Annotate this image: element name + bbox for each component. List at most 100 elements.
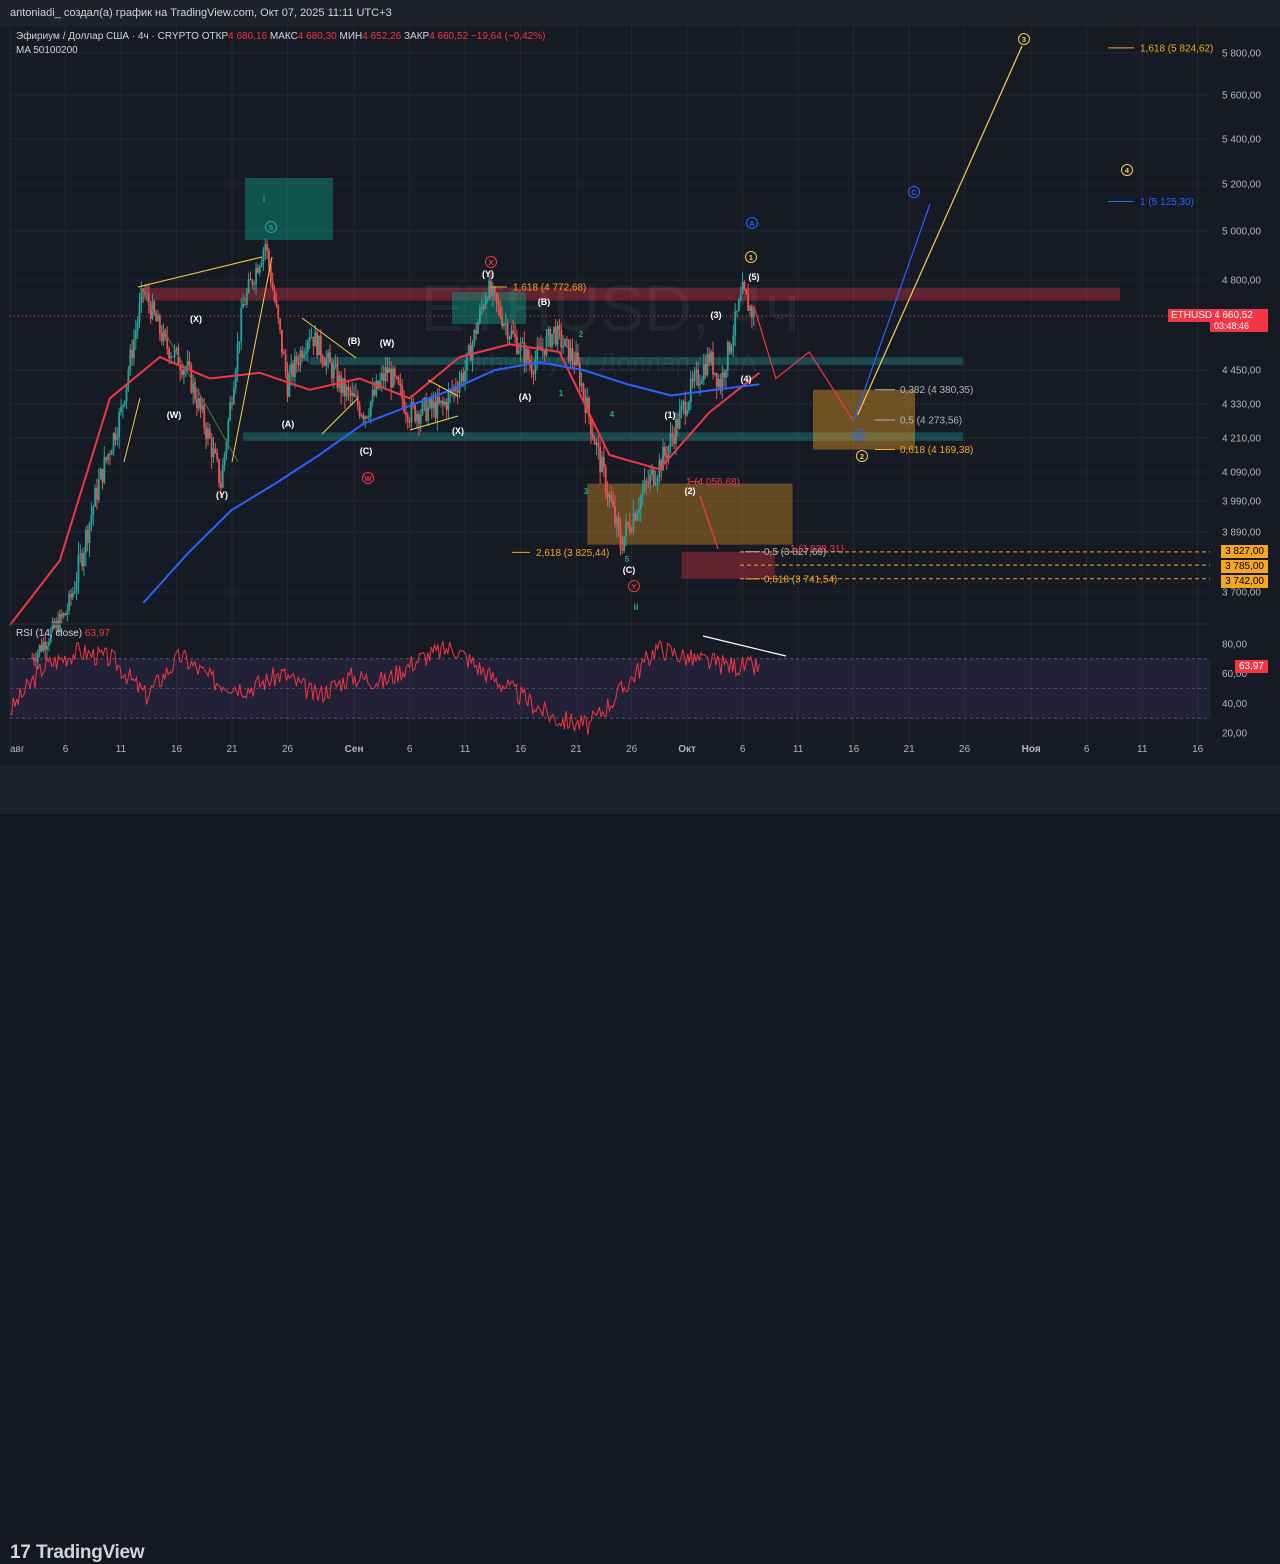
candle-body: [153, 301, 156, 314]
candle-body: [116, 436, 119, 441]
price-axis: 5 800,00 5 600,00 5 400,00 5 200,00 5 000,00…: [1222, 49, 1261, 599]
candle-body: [730, 345, 733, 353]
candle-body: [160, 333, 163, 342]
candle-body: [660, 460, 663, 471]
candle-body: [514, 333, 516, 337]
candle-body: [573, 360, 576, 366]
candle-body: [425, 397, 428, 421]
candle-body: [702, 364, 705, 380]
candle-body: [384, 367, 387, 381]
candle-body: [491, 287, 494, 296]
candle-body: [207, 428, 209, 439]
candle-body: [86, 530, 89, 543]
candle-body: [625, 522, 627, 537]
candle-body: [358, 405, 361, 416]
candle-body: [220, 483, 222, 488]
candle-body: [281, 329, 283, 353]
candle-body: [719, 378, 722, 391]
moving-averages: [9, 343, 760, 626]
candle-body: [405, 412, 407, 415]
candle-body: [131, 349, 133, 359]
candle-body: [606, 492, 609, 498]
tv-logo-icon: 17: [10, 1542, 31, 1563]
candle-body: [334, 364, 337, 367]
tradingview-logo[interactable]: 17 TradingView: [10, 1542, 145, 1564]
time-tick: 21: [571, 744, 583, 755]
time-tick: 16: [171, 744, 183, 755]
rsi-pane: 80,00 60,00 40,00 20,00: [9, 623, 1247, 740]
axis-tag-1: 3 827,00: [1221, 545, 1268, 558]
candle-body: [136, 321, 139, 331]
candle-body: [717, 378, 720, 387]
candle-body: [528, 360, 531, 364]
candle-body: [508, 337, 511, 340]
candle-body: [464, 370, 466, 382]
candle-body: [645, 480, 648, 483]
trend-line: [321, 397, 359, 435]
candle-body: [654, 482, 657, 485]
candle-body: [739, 294, 742, 301]
ma-legend[interactable]: MA 50100200: [16, 45, 78, 56]
candle-body: [647, 482, 650, 484]
high-value: 4 680,30: [297, 31, 337, 42]
candle-body: [525, 349, 528, 363]
candle-body: [364, 416, 367, 420]
projection-past: [699, 495, 719, 550]
candle-body: [286, 371, 289, 397]
candle-body: [329, 352, 331, 363]
candle-body: [284, 354, 287, 372]
ohlc-legend: Эфириум / Доллар США · 4ч · CRYPTO ОТКР4…: [16, 31, 545, 42]
candle-body: [708, 354, 711, 363]
candle-body: [706, 354, 709, 376]
price-tick: 5 200,00: [1222, 180, 1261, 191]
high-label: МАКС: [269, 31, 298, 42]
candle-body: [258, 266, 261, 273]
candle-body: [214, 448, 217, 453]
candle-body: [229, 402, 232, 421]
chart-area[interactable]: [0, 26, 1280, 766]
candle-body: [288, 374, 291, 397]
candle-body: [338, 375, 341, 388]
candle-body: [186, 361, 189, 369]
fib-label: 1,618 (5 824,62): [1140, 43, 1213, 54]
candle-body: [310, 336, 313, 338]
candle-body: [112, 432, 115, 452]
candle-body: [319, 335, 322, 357]
candle-body: [713, 372, 716, 375]
candle-body: [386, 367, 389, 373]
wave-label: 1: [559, 389, 564, 398]
candle-body: [46, 645, 48, 650]
candle-body: [90, 514, 93, 523]
candle-body: [669, 433, 672, 446]
candle-body: [373, 389, 376, 395]
circled-wave-label: 2: [860, 452, 864, 461]
candle-body: [390, 368, 392, 388]
rsi-tick: 40,00: [1222, 699, 1247, 710]
rsi-legend[interactable]: RSI (14, close) 63,97: [16, 628, 110, 639]
wave-label: (2): [685, 486, 696, 496]
candle-body: [72, 592, 74, 598]
candle-body: [353, 392, 355, 397]
candle-body: [638, 509, 640, 514]
candle-body: [360, 415, 363, 417]
candle-body: [712, 351, 714, 375]
candle-body: [734, 311, 737, 336]
candle-body: [273, 289, 276, 301]
candle-body: [356, 395, 359, 406]
candle-body: [275, 300, 278, 306]
candle-body: [721, 372, 724, 391]
candle-body: [84, 530, 87, 553]
candle-body: [553, 326, 555, 334]
time-tick: 6: [63, 744, 69, 755]
price-tick: 4 450,00: [1222, 366, 1261, 377]
candle-body: [743, 281, 746, 289]
candle-body: [199, 398, 202, 410]
candle-body: [429, 398, 431, 408]
chart-svg[interactable]: ETHUSD, 4ч Эфириум / Доллар США 1,618 (5…: [0, 26, 1280, 766]
candle-body: [247, 279, 250, 292]
zone-box-1: [587, 483, 793, 545]
time-tick: 16: [848, 744, 860, 755]
current-symbol: ETHUSD: [1168, 309, 1216, 322]
rsi-tick: 80,00: [1222, 640, 1247, 651]
candle-body: [192, 381, 195, 393]
